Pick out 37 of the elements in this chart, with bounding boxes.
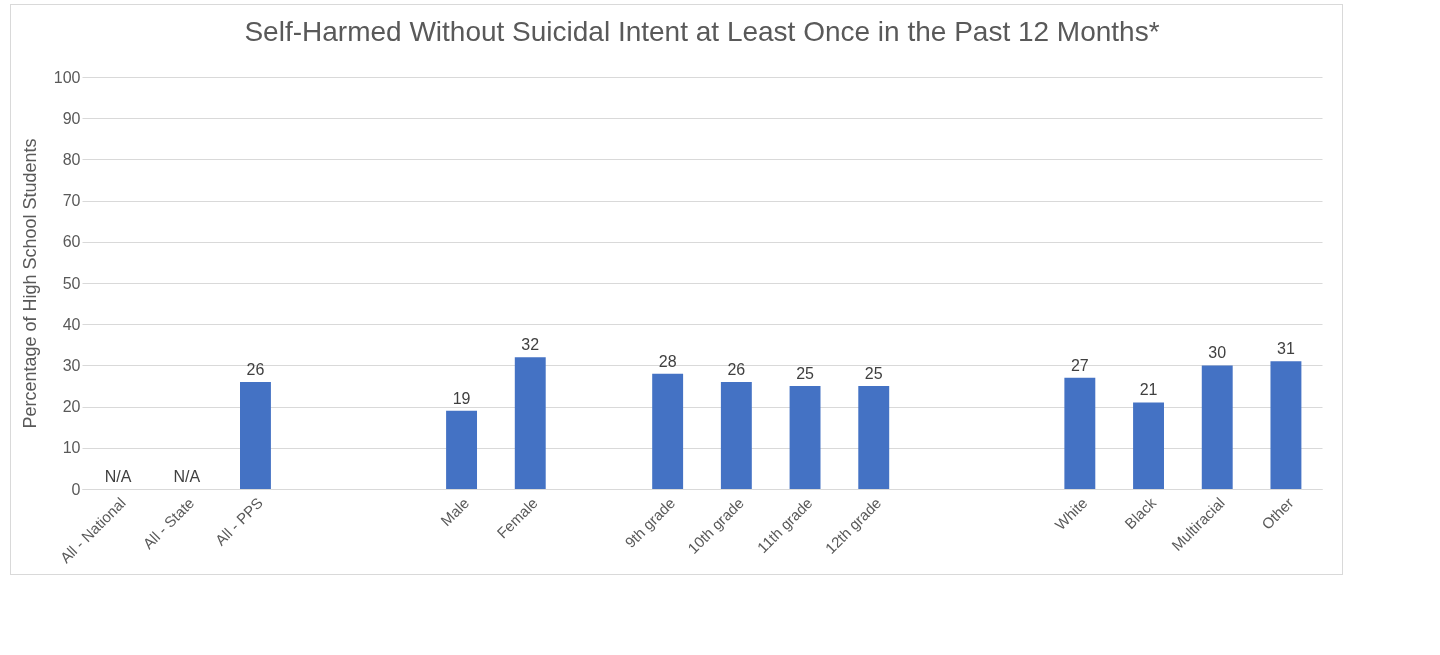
y-tick-label: 30 (62, 356, 81, 374)
data-label: 25 (864, 365, 883, 382)
y-tick-label: 20 (62, 398, 81, 416)
data-label: 27 (1070, 356, 1089, 374)
bar (240, 381, 271, 489)
data-label: 31 (1277, 340, 1295, 358)
bar (720, 381, 752, 489)
bar (1201, 365, 1233, 489)
y-tick-label: 50 (62, 274, 81, 292)
bar (652, 373, 684, 489)
text: N/A (104, 468, 132, 485)
y-tick-label: 60 (62, 233, 81, 251)
y-tick-label: 70 (62, 192, 81, 210)
bar (1270, 361, 1302, 489)
data-label: 26 (727, 360, 746, 378)
bar (514, 357, 546, 489)
y-tick-label: 40 (62, 315, 81, 333)
data-label: 28 (658, 352, 677, 370)
y-tick-label: 80 (62, 150, 81, 168)
y-tick-label: 90 (62, 109, 81, 127)
text: N/A (173, 468, 201, 485)
y-tick-label: 10 (62, 439, 81, 457)
y-tick-label: 100 (53, 68, 81, 86)
bar (1064, 377, 1096, 489)
data-label: 25 (796, 365, 815, 382)
bar (1133, 402, 1164, 489)
y-axis-title: Percentage of High School Students (19, 138, 40, 429)
data-label: 21 (1139, 381, 1158, 399)
chart-title: Self-Harmed Without Suicidal Intent at Least Once in the Past 12 Months* (244, 16, 1160, 47)
data-label: 32 (521, 336, 540, 354)
bar (858, 386, 890, 489)
data-label: 19 (452, 389, 471, 407)
data-label: 30 (1208, 344, 1227, 362)
y-tick-label: 0 (71, 480, 81, 498)
data-label: 26 (246, 360, 265, 378)
bar (446, 410, 478, 489)
bar (789, 386, 821, 489)
